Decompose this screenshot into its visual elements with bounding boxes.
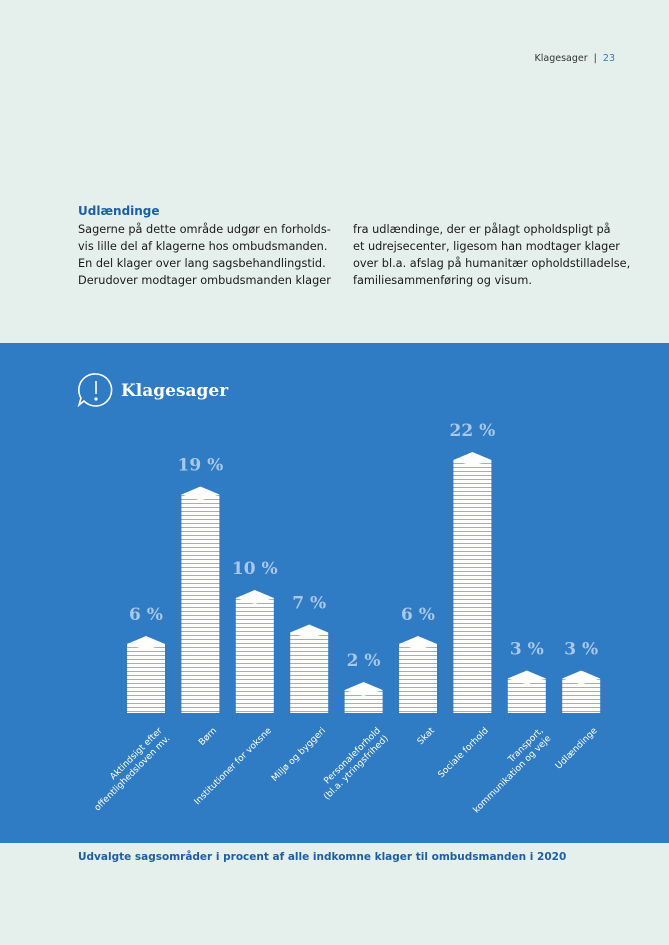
bar-top [344, 682, 383, 696]
heading: Udlændinge [78, 204, 160, 218]
value-label: 6 % [129, 605, 163, 625]
bar [127, 644, 165, 713]
value-label: 7 % [292, 594, 326, 614]
bar [453, 460, 492, 713]
text-line: familiesammenføring og visum. [353, 274, 532, 287]
text-line: vis lille del af klagerne hos ombudsmand… [78, 240, 328, 253]
chart-title: Klagesager [121, 381, 229, 401]
value-label: 3 % [510, 640, 544, 660]
bar-top [453, 452, 492, 466]
bar [344, 690, 383, 713]
value-label: 10 % [232, 559, 278, 579]
page-number: 23 [602, 53, 615, 64]
value-label: 2 % [347, 651, 381, 671]
bar-top [181, 486, 220, 501]
bar-top [507, 670, 546, 685]
running-header: Klagesager | 23 [534, 53, 616, 64]
bar [235, 598, 274, 713]
bar [399, 644, 437, 713]
text-line: over bl.a. afslag på humanitær opholdsti… [353, 257, 631, 270]
bar [181, 494, 220, 713]
bar-top [235, 590, 274, 604]
text-line: En del klager over lang sagsbehandlingst… [78, 257, 326, 270]
value-label: 19 % [178, 456, 224, 476]
text-line: Sagerne på dette område udgør en forhold… [78, 223, 331, 236]
text-line: fra udlændinge, der er pålagt opholdspli… [353, 223, 611, 236]
bar-top [127, 636, 165, 650]
section-name: Klagesager [534, 53, 588, 64]
chart-panel [0, 343, 669, 843]
column: Sagerne på dette område udgør en forhold… [78, 221, 331, 289]
caption: Udvalgte sagsområder i procent af alle i… [78, 851, 567, 863]
column: fra udlændinge, der er pålagt opholdspli… [353, 221, 630, 289]
bar-top [290, 624, 329, 639]
bar-top [399, 636, 437, 650]
bar-top [562, 670, 601, 685]
text-line: Derudover modtager ombudsmanden klager [78, 274, 331, 287]
value-label: 3 % [564, 640, 598, 660]
text-line: et udrejsecenter, ligesom han modtager k… [353, 240, 620, 253]
value-label: 22 % [450, 421, 496, 441]
bar [290, 632, 329, 713]
value-label: 6 % [401, 605, 435, 625]
icon [77, 373, 113, 408]
